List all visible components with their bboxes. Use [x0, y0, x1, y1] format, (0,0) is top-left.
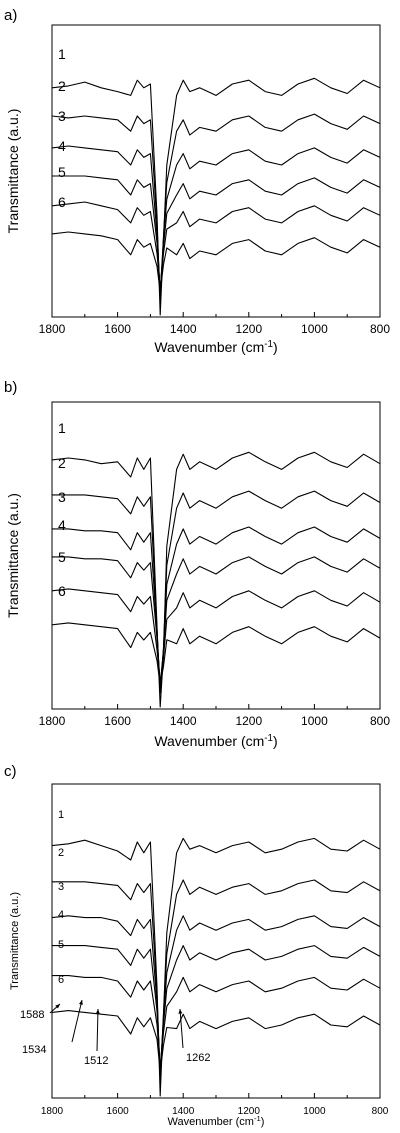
annotation-label-1534: 1534	[22, 1044, 46, 1056]
series-label-1: 1	[58, 420, 66, 436]
x-tick-label: 1200	[235, 714, 262, 728]
x-tick-label: 1600	[104, 322, 131, 336]
x-axis-title: Wavenumber (cm-1)	[154, 733, 277, 750]
plot-frame	[51, 401, 381, 710]
series-group	[52, 451, 380, 708]
series-line-1	[52, 837, 380, 1097]
x-axis-title-close: )	[273, 339, 278, 355]
series-group	[52, 77, 380, 316]
x-tick-label: 1000	[301, 714, 328, 728]
series-line-6	[52, 622, 380, 686]
panel-label: b)	[4, 379, 17, 396]
series-line-5	[52, 201, 380, 291]
x-tick-label: 1000	[301, 322, 328, 336]
series-label-6: 6	[58, 974, 64, 986]
series-label-5: 5	[58, 939, 64, 951]
x-axis-title: Wavenumber (cm-1)	[168, 1114, 265, 1129]
series-label-4: 4	[58, 517, 66, 533]
y-axis-title: Transmittance (a.u.)	[5, 109, 21, 234]
x-axis-title: Wavenumber (cm-1)	[154, 339, 277, 356]
panel-c-chart: 1 2 3 4 5 6 1800 1600 1400 1200 1000 800 Wavenumber …	[4, 763, 389, 1129]
series-label-4: 4	[58, 138, 66, 154]
x-tick-label: 800	[372, 1106, 389, 1117]
series-group	[52, 837, 380, 1097]
x-tick-label: 1200	[238, 1106, 261, 1117]
annotation-arrow-1534	[71, 999, 83, 1043]
series-label-6: 6	[58, 194, 66, 210]
annotation-arrow-1262	[179, 1008, 184, 1049]
x-tick-label: 1600	[106, 1106, 129, 1117]
panel-label: c)	[4, 763, 17, 780]
plot-frame	[51, 783, 381, 1099]
series-label-5: 5	[58, 164, 66, 180]
x-tick-label: 800	[370, 322, 390, 336]
x-tick-label: 1800	[39, 322, 66, 336]
series-line-2	[52, 879, 380, 1081]
x-axis-title-close: )	[273, 733, 278, 749]
series-line-2	[52, 113, 380, 301]
series-line-4	[52, 945, 380, 1071]
series-label-5: 5	[58, 549, 66, 565]
series-label-2: 2	[58, 78, 66, 94]
series-label-6: 6	[58, 583, 66, 599]
annotation-arrow-1512	[96, 1008, 99, 1052]
series-label-3: 3	[58, 881, 64, 893]
series-line-1	[52, 77, 380, 316]
annotation-label-1262: 1262	[186, 1052, 210, 1064]
x-tick-label: 1400	[170, 714, 197, 728]
x-tick-label: 1400	[172, 1106, 195, 1117]
x-axis-title-text: Wavenumber (cm	[154, 339, 264, 355]
annotation-arrowhead	[55, 1004, 60, 1009]
annotation-label-1512: 1512	[84, 1055, 108, 1067]
x-tick-label: 800	[370, 714, 390, 728]
x-axis-title-sup: -1	[264, 733, 273, 744]
series-line-3	[52, 145, 380, 294]
series-label-2: 2	[58, 455, 66, 471]
series-label-1: 1	[58, 46, 66, 62]
series-line-6	[52, 1010, 380, 1073]
series-line-5	[52, 975, 380, 1070]
series-line-3	[52, 915, 380, 1074]
x-tick-label: 1400	[170, 322, 197, 336]
y-axis-title: Transmittance (a.u.)	[9, 892, 21, 990]
series-line-4	[52, 556, 380, 685]
series-label-3: 3	[58, 108, 66, 124]
x-tick-label: 1800	[39, 714, 66, 728]
series-label-4: 4	[58, 909, 64, 921]
series-line-2	[52, 490, 380, 694]
x-axis-title-sup: -1	[264, 339, 273, 350]
series-line-3	[52, 526, 380, 689]
series-label-2: 2	[58, 847, 64, 859]
x-axis-title-sup: -1	[254, 1114, 261, 1123]
annotation-arrowhead	[178, 1009, 183, 1014]
x-tick-label: 1600	[104, 714, 131, 728]
series-line-1	[52, 451, 380, 708]
panel-label: a)	[4, 7, 17, 24]
x-tick-label: 1200	[235, 322, 262, 336]
series-line-4	[52, 175, 380, 292]
panel-a-chart: 1 2 3 4 5 6 1800 1600 1400 1200 1000 800 Wavenumber …	[4, 7, 390, 356]
series-label-1: 1	[58, 809, 64, 821]
x-tick-label: 1800	[41, 1106, 64, 1117]
panel-b-chart: 1 2 3 4 5 6 1800 1600 1400 1200 1000 800 Wavenumber …	[4, 379, 390, 750]
series-line-5	[52, 588, 380, 684]
annotation-arrowhead	[95, 1009, 100, 1014]
y-axis-title: Transmittance (a.u.)	[5, 493, 21, 618]
annotation-arrowhead	[79, 1000, 83, 1005]
x-axis-title-text: Wavenumber (cm	[168, 1116, 254, 1128]
series-line-6	[52, 231, 380, 293]
plot-frame	[51, 24, 381, 318]
series-label-3: 3	[58, 489, 66, 505]
x-axis-title-text: Wavenumber (cm	[154, 733, 264, 749]
x-tick-label: 1000	[303, 1106, 326, 1117]
x-axis-title-close: )	[261, 1116, 265, 1128]
annotation-label-1588: 1588	[20, 1009, 44, 1021]
